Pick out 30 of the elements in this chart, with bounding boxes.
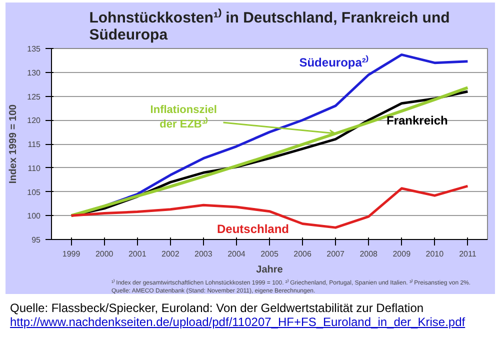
x-axis-title: Jahre — [256, 264, 284, 276]
y-tick-label: 100 — [27, 212, 42, 221]
y-tick-label: 120 — [27, 116, 42, 126]
x-tick-label: 2006 — [294, 250, 312, 258]
x-tick-label: 2010 — [426, 250, 444, 258]
y-tick-label: 110 — [28, 164, 42, 173]
annotation: Inflationsziel der EZB³⁾ — [150, 104, 217, 131]
y-tick-label: 105 — [27, 188, 42, 197]
series-label: Frankreich — [386, 113, 448, 128]
text: http://www.nachdenkseiten.de/upload/pdf/110207_HF+FS_Euroland_in_der_Krise.pdf — [10, 315, 466, 329]
y-tick-label: 125 — [27, 92, 42, 102]
series-label: Südeuropa²⁾ — [299, 54, 369, 70]
chart-title: Lohnstückkosten¹⁾ in Deutschland, Frankreich und Südeuropa — [89, 8, 450, 44]
x-tick-label: 2005 — [260, 250, 279, 258]
x-tick-label: 1999 — [62, 250, 81, 258]
x-tick-label: 2003 — [194, 250, 213, 258]
y-axis-title: Index 1999 = 100 — [8, 104, 20, 184]
y-tick-label: 135 — [27, 44, 42, 54]
series-label: Deutschland — [216, 222, 289, 236]
x-tick-label: 2009 — [392, 250, 412, 258]
y-tick-label: 130 — [27, 68, 42, 78]
x-tick-label: 2011 — [459, 250, 477, 258]
x-tick-label: 2004 — [228, 250, 246, 258]
x-tick-label: 2008 — [360, 250, 378, 258]
x-tick-label: 2007 — [326, 250, 346, 258]
x-tick-label: 2001 — [128, 250, 147, 258]
x-tick-label: 2000 — [95, 250, 114, 258]
y-tick-label: 115 — [28, 140, 42, 149]
x-tick-label: 2002 — [162, 250, 180, 258]
y-tick-label: 95 — [32, 236, 42, 244]
